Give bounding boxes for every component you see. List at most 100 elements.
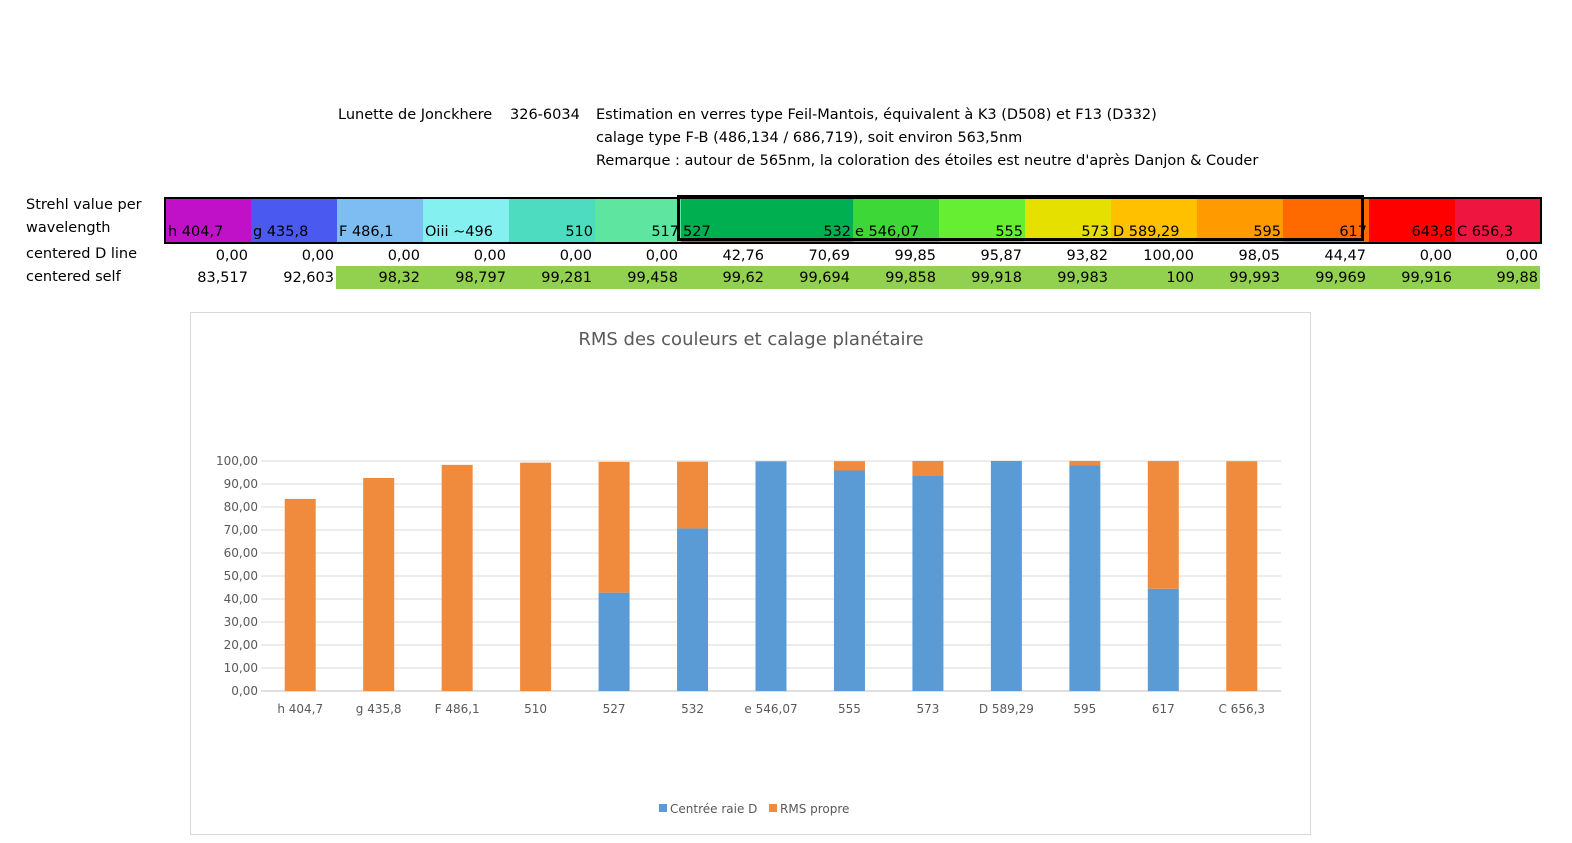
y-tick-label: 20,00 xyxy=(224,638,258,652)
x-tick-label: 617 xyxy=(1152,702,1175,716)
bar-rms-propre[interactable] xyxy=(441,464,473,691)
legend-label[interactable]: RMS propre xyxy=(780,802,849,816)
x-tick-label: h 404,7 xyxy=(277,702,323,716)
wavelength-cell[interactable]: h 404,7 xyxy=(164,198,251,243)
self-value-cell[interactable]: 83,517 xyxy=(197,269,248,286)
bar-rms-propre[interactable] xyxy=(363,478,395,691)
dline-value-cell[interactable]: 0,00 xyxy=(1419,247,1452,264)
instrument-name: Lunette de Jonckhere xyxy=(338,107,493,123)
bar-rms-propre[interactable] xyxy=(1147,461,1179,589)
chart-title: RMS des couleurs et calage planétaire xyxy=(578,329,923,350)
centered-dline-row: 0,00 0,00 0,00 0,00 0,00 0,00 42,76 70,69 99,85 9… xyxy=(164,244,1540,267)
dline-value-cell[interactable]: 93,82 xyxy=(1066,247,1108,264)
self-value-cell[interactable]: 100 xyxy=(1110,266,1196,289)
wavelength-cell[interactable]: 527 xyxy=(681,198,767,243)
dline-value-cell[interactable]: 70,69 xyxy=(808,247,850,264)
x-tick-label: 532 xyxy=(681,702,704,716)
dline-value-cell[interactable]: 0,00 xyxy=(473,247,506,264)
y-tick-label: 60,00 xyxy=(224,546,258,560)
chart-canvas: RMS des couleurs et calage planétaire 0,… xyxy=(216,329,1281,816)
self-value-cell[interactable]: 99,62 xyxy=(680,266,766,289)
self-value-cell[interactable]: 99,969 xyxy=(1282,266,1368,289)
bar-centree-raie-d[interactable] xyxy=(677,528,709,691)
wavelength-cell[interactable]: 643,8 xyxy=(1369,198,1455,243)
dline-value-cell[interactable]: 0,00 xyxy=(387,247,420,264)
bar-rms-propre[interactable] xyxy=(677,461,709,529)
bar-centree-raie-d[interactable] xyxy=(1069,465,1101,691)
dline-value-cell[interactable]: 0,00 xyxy=(301,247,334,264)
strehl-label-line-1: Strehl value per xyxy=(26,197,142,213)
self-value-cell[interactable]: 98,797 xyxy=(422,266,508,289)
dline-value-cell[interactable]: 44,47 xyxy=(1324,247,1366,264)
bar-rms-propre[interactable] xyxy=(598,461,630,593)
bar-centree-raie-d[interactable] xyxy=(598,592,630,691)
dline-value-cell[interactable]: 0,00 xyxy=(215,247,248,264)
y-tick-label: 100,00 xyxy=(216,454,258,468)
y-tick-label: 10,00 xyxy=(224,661,258,675)
wavelength-cell[interactable]: D 589,29 xyxy=(1111,198,1197,243)
wavelength-cell[interactable]: Oiii ~496 xyxy=(423,198,509,243)
x-tick-label: F 486,1 xyxy=(435,702,480,716)
wavelength-cell[interactable]: 517 xyxy=(595,198,681,243)
x-tick-label: 555 xyxy=(838,702,861,716)
dline-value-cell[interactable]: 0,00 xyxy=(559,247,592,264)
self-value-cell[interactable]: 92,603 xyxy=(283,269,334,286)
wavelength-cell[interactable]: F 486,1 xyxy=(337,198,423,243)
x-tick-label: D 589,29 xyxy=(979,702,1034,716)
wavelength-cell[interactable]: 573 xyxy=(1025,198,1111,243)
self-value-cell[interactable]: 99,858 xyxy=(852,266,938,289)
bar-centree-raie-d[interactable] xyxy=(755,461,787,691)
dline-value-cell[interactable]: 99,85 xyxy=(894,247,936,264)
header-note-line-1: Estimation en verres type Feil-Mantois, … xyxy=(596,107,1157,123)
bar-rms-propre[interactable] xyxy=(284,498,316,691)
centered-self-row: 83,517 92,603 98,32 98,797 99,281 99,458 99,62… xyxy=(164,266,1540,289)
x-tick-label: 595 xyxy=(1073,702,1096,716)
wavelength-cell[interactable]: e 546,07 xyxy=(853,198,939,243)
x-tick-label: 527 xyxy=(603,702,626,716)
wavelength-cell[interactable]: 532 xyxy=(767,198,853,243)
bar-rms-propre[interactable] xyxy=(520,462,552,691)
legend-label[interactable]: Centrée raie D xyxy=(670,802,757,816)
bar-rms-propre[interactable] xyxy=(1069,461,1101,466)
x-tick-label: 510 xyxy=(524,702,547,716)
legend-swatch xyxy=(659,804,667,812)
wavelength-cell[interactable]: C 656,3 xyxy=(1455,198,1542,243)
self-value-cell[interactable]: 99,694 xyxy=(766,266,852,289)
wavelength-cell[interactable]: 595 xyxy=(1197,198,1283,243)
self-value-cell[interactable]: 99,918 xyxy=(938,266,1024,289)
legend-swatch xyxy=(769,804,777,812)
dline-value-cell[interactable]: 42,76 xyxy=(722,247,764,264)
y-tick-label: 30,00 xyxy=(224,615,258,629)
self-value-cell[interactable]: 98,32 xyxy=(336,266,422,289)
wavelength-cell[interactable]: 510 xyxy=(509,198,595,243)
x-tick-label: C 656,3 xyxy=(1218,702,1265,716)
self-value-cell[interactable]: 99,983 xyxy=(1024,266,1110,289)
bar-rms-propre[interactable] xyxy=(833,461,865,471)
dline-value-cell[interactable]: 0,00 xyxy=(1505,247,1538,264)
bar-rms-propre[interactable] xyxy=(912,461,944,476)
dline-value-cell[interactable]: 98,05 xyxy=(1238,247,1280,264)
bar-centree-raie-d[interactable] xyxy=(833,470,865,691)
self-value-cell[interactable]: 99,458 xyxy=(594,266,680,289)
wavelength-cell[interactable]: 555 xyxy=(939,198,1025,243)
bar-rms-propre[interactable] xyxy=(1226,461,1258,691)
dline-value-cell[interactable]: 95,87 xyxy=(980,247,1022,264)
y-tick-label: 40,00 xyxy=(224,592,258,606)
self-value-cell[interactable]: 99,993 xyxy=(1196,266,1282,289)
x-tick-label: 573 xyxy=(916,702,939,716)
bar-centree-raie-d[interactable] xyxy=(1147,588,1179,691)
y-tick-label: 70,00 xyxy=(224,523,258,537)
self-value-cell[interactable]: 99,281 xyxy=(508,266,594,289)
wavelength-row: h 404,7 g 435,8 F 486,1 Oiii ~496 510 517 527 5… xyxy=(164,197,1542,244)
header-note-line-2: calage type F-B (486,134 / 686,719), soi… xyxy=(596,130,1023,146)
dline-value-cell[interactable]: 100,00 xyxy=(1143,247,1194,264)
dline-value-cell[interactable]: 0,00 xyxy=(645,247,678,264)
bar-centree-raie-d[interactable] xyxy=(912,475,944,691)
wavelength-cell[interactable]: 617 xyxy=(1283,198,1369,243)
self-row-label: centered self xyxy=(26,269,121,285)
wavelength-cell[interactable]: g 435,8 xyxy=(251,198,337,243)
bar-centree-raie-d[interactable] xyxy=(990,461,1022,691)
self-value-cell[interactable]: 99,916 xyxy=(1368,266,1454,289)
self-value-cell[interactable]: 99,88 xyxy=(1454,266,1540,289)
stacked-bar-chart[interactable]: RMS des couleurs et calage planétaire 0,… xyxy=(190,312,1311,835)
